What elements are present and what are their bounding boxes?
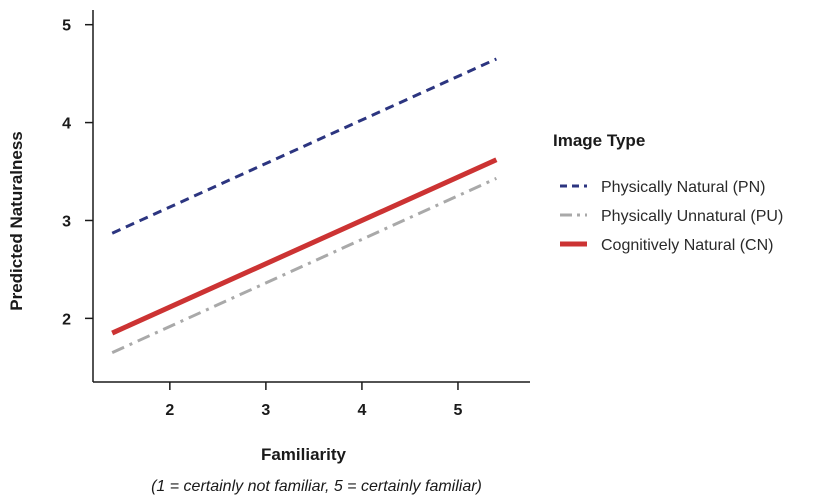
x-axis-title: Familiarity <box>261 445 347 464</box>
legend-items: Physically Natural (PN) Physically Unnatu… <box>560 179 783 254</box>
x-axis-note: (1 = certainly not familiar, 5 = certain… <box>151 478 482 495</box>
series-line-1 <box>111 177 498 354</box>
y-tick-label: 3 <box>62 213 71 230</box>
series-lines <box>111 57 498 354</box>
legend-label-0: Physically Natural (PN) <box>601 179 765 196</box>
x-tick-label: 5 <box>454 402 463 419</box>
legend-title: Image Type <box>553 131 645 150</box>
legend-label-1: Physically Unnatural (PU) <box>601 208 783 225</box>
legend-label-2: Cognitively Natural (CN) <box>601 237 774 254</box>
x-tick-label: 3 <box>261 402 270 419</box>
x-axis-ticks: 2 3 4 5 <box>165 382 463 419</box>
series-line-2 <box>111 157 498 336</box>
series-line-0 <box>111 57 498 235</box>
y-axis-title: Predicted Naturalness <box>7 131 26 311</box>
y-axis-ticks: 2 3 4 5 <box>62 18 93 328</box>
legend: Image Type Physically Natural (PN)Physic… <box>553 131 783 254</box>
y-tick-label: 5 <box>62 18 71 35</box>
y-tick-label: 2 <box>62 311 71 328</box>
y-tick-label: 4 <box>62 116 71 133</box>
plot-area: 2 3 4 5 2 3 4 5 <box>62 10 530 419</box>
x-tick-label: 4 <box>357 402 366 419</box>
x-tick-label: 2 <box>165 402 174 419</box>
